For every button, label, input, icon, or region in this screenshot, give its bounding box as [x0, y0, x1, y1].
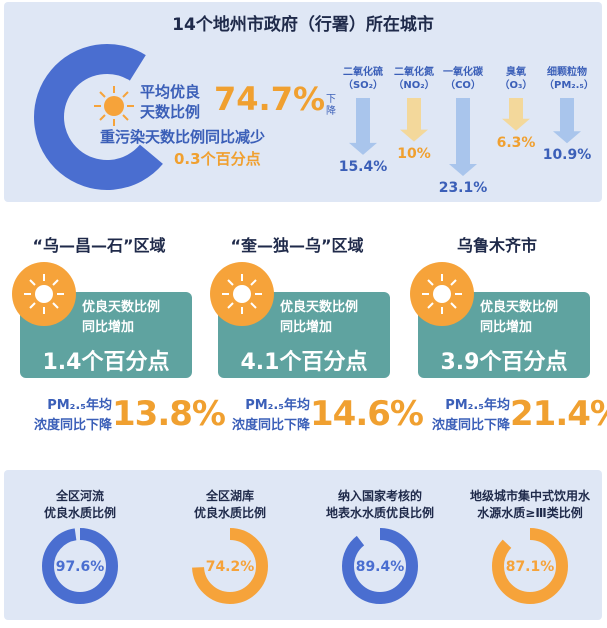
- pollutant-value: 6.3%: [496, 134, 536, 151]
- pollutant-label: 二氧化氮 （NO₂）: [391, 66, 437, 92]
- region-card-label: 优良天数比例 同比增加: [280, 298, 358, 338]
- pollutant-value: 10.9%: [542, 147, 592, 164]
- water-label: 地级城市集中式饮用水 水源水质≥Ⅲ类比例: [460, 488, 600, 522]
- pollutant-value: 15.4%: [338, 158, 388, 175]
- water-label-1: 地级城市集中式饮用水: [469, 489, 590, 503]
- pm-value: 14.6%: [310, 394, 424, 434]
- pollutant-arrow: [400, 98, 428, 142]
- pollutant-name: 一氧化碳: [443, 67, 483, 78]
- region-card-value: 3.9个百分点: [440, 350, 568, 375]
- region-title: “乌—昌—石”区域: [32, 236, 166, 255]
- pollutant-name: 二氧化硫: [343, 67, 383, 78]
- sun-icon: [210, 262, 274, 326]
- region-title: “奎—独—乌”区域: [230, 236, 364, 255]
- region-label-2: 同比增加: [82, 320, 135, 335]
- excellent-label-2: 天数比例: [140, 103, 201, 121]
- water-label-1: 全区河流: [55, 489, 104, 503]
- water-label-1: 全区湖库: [205, 489, 254, 503]
- pm-label: PM₂.₅年均浓度同比下降: [16, 396, 112, 436]
- pm-label: PM₂.₅年均浓度同比下降: [214, 396, 310, 436]
- donut-arc: [42, 528, 118, 604]
- water-donut: 74.2%: [192, 528, 268, 604]
- pollutant-name: 细颗粒物: [547, 67, 587, 78]
- water-donut: 89.4%: [342, 528, 418, 604]
- region-label-2: 同比增加: [480, 320, 533, 335]
- pm-label-1: PM₂.₅年均: [47, 398, 112, 413]
- water-donut: 87.1%: [492, 528, 568, 604]
- pm-label-2: 浓度同比下降: [33, 418, 112, 433]
- top-panel: 14个地州市政府（行署）所在城市 平均优良 天数比例 74.7% 重污染天数比例…: [4, 2, 602, 202]
- water-label-2: 优良水质比例: [193, 506, 266, 520]
- water-label-2: 地表水水质优良比例: [325, 506, 434, 520]
- pm-label: PM₂.₅年均浓度同比下降: [414, 396, 510, 436]
- water-label: 纳入国家考核的 地表水水质优良比例: [310, 488, 450, 522]
- pollutant-name: 二氧化氮: [394, 67, 434, 78]
- pollutant-formula: （PM₂.₅）: [544, 80, 594, 91]
- water-label-2: 水源水质≥Ⅲ类比例: [477, 506, 583, 520]
- top-title: 14个地州市政府（行署）所在城市: [172, 15, 434, 35]
- donut-value: 97.6%: [56, 559, 105, 575]
- sun-icon: [410, 262, 474, 326]
- water-label: 全区湖库优良水质比例: [160, 488, 300, 522]
- pollutant-formula: （O₃）: [499, 80, 533, 91]
- pm-label-2: 浓度同比下降: [231, 418, 310, 433]
- big-ring-icon: [34, 44, 180, 190]
- water-label-1: 纳入国家考核的: [337, 489, 422, 503]
- donut-value: 89.4%: [356, 559, 405, 575]
- pollutant-label: 臭氧 （O₃）: [493, 66, 539, 92]
- pollutant-label: 二氧化硫 （SO₂）: [340, 66, 386, 92]
- heavy-pollution-label: 重污染天数比例同比减少: [100, 128, 266, 146]
- region-card-label: 优良天数比例 同比增加: [82, 298, 160, 338]
- decline-label: 下降: [326, 94, 336, 117]
- water-label: 全区河流优良水质比例: [10, 488, 150, 522]
- pollutant-value: 10%: [397, 145, 431, 162]
- region-card-value: 1.4个百分点: [42, 350, 170, 375]
- region-label-1: 优良天数比例: [480, 300, 559, 315]
- pm-label-2: 浓度同比下降: [431, 418, 510, 433]
- pollutant-arrow: [349, 98, 377, 155]
- pollutant-formula: （CO）: [445, 80, 481, 91]
- pollutant-formula: （SO₂）: [342, 80, 384, 91]
- heavy-pollution-value: 0.3个百分点: [174, 150, 261, 168]
- donut-value: 74.2%: [206, 559, 255, 575]
- region-label-1: 优良天数比例: [82, 300, 161, 315]
- donut-arc: [192, 528, 268, 604]
- water-label-2: 优良水质比例: [43, 506, 116, 520]
- sun-icon: [94, 86, 134, 126]
- excellent-value: 74.7%: [214, 80, 326, 118]
- pollutant-arrow: [553, 98, 581, 144]
- pollutant-formula: （NO₂）: [393, 80, 435, 91]
- region-card-label: 优良天数比例 同比增加: [480, 298, 558, 338]
- donut-arc: [492, 528, 568, 604]
- excellent-label-1: 平均优良: [140, 83, 201, 101]
- sun-icon: [12, 262, 76, 326]
- pollutant-arrow: [502, 98, 530, 131]
- pollutant-label: 细颗粒物 （PM₂.₅）: [544, 66, 594, 92]
- pollutant-name: 臭氧: [506, 67, 526, 78]
- water-donut: 97.6%: [42, 528, 118, 604]
- region-title: 乌鲁木齐市: [456, 236, 537, 255]
- pm-label-1: PM₂.₅年均: [445, 398, 510, 413]
- pollutant-label: 一氧化碳 （CO）: [440, 66, 486, 92]
- pollutant-value: 23.1%: [438, 179, 488, 196]
- pm-value: 13.8%: [112, 394, 226, 434]
- donut-arc: [342, 528, 418, 604]
- region-card-value: 4.1个百分点: [240, 350, 368, 375]
- pm-label-1: PM₂.₅年均: [245, 398, 310, 413]
- pm-value: 21.4%: [510, 394, 607, 434]
- donut-value: 87.1%: [506, 559, 555, 575]
- pollutant-arrow: [449, 98, 477, 176]
- region-label-2: 同比增加: [280, 320, 333, 335]
- region-label-1: 优良天数比例: [280, 300, 359, 315]
